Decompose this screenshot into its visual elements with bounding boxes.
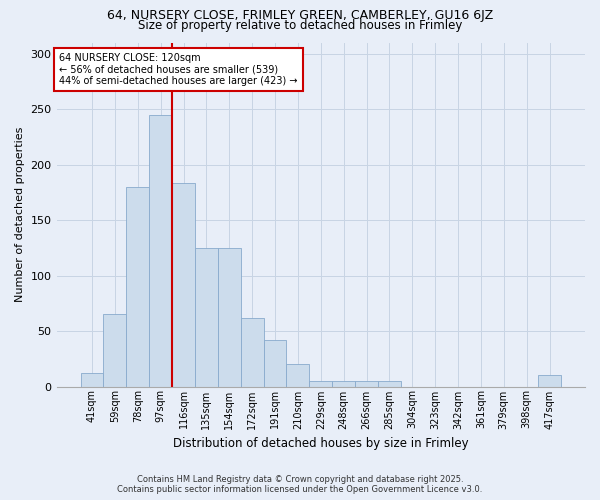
Bar — [80, 373, 103, 386]
Text: 64, NURSERY CLOSE, FRIMLEY GREEN, CAMBERLEY, GU16 6JZ: 64, NURSERY CLOSE, FRIMLEY GREEN, CAMBER… — [107, 8, 493, 22]
Bar — [538, 376, 561, 386]
Bar — [149, 114, 172, 386]
Bar — [103, 314, 127, 386]
Bar — [241, 318, 263, 386]
Bar — [218, 248, 241, 386]
Text: 64 NURSERY CLOSE: 120sqm
← 56% of detached houses are smaller (539)
44% of semi-: 64 NURSERY CLOSE: 120sqm ← 56% of detach… — [59, 53, 298, 86]
Bar — [355, 381, 378, 386]
Text: Contains HM Land Registry data © Crown copyright and database right 2025.
Contai: Contains HM Land Registry data © Crown c… — [118, 474, 482, 494]
Text: Size of property relative to detached houses in Frimley: Size of property relative to detached ho… — [138, 19, 462, 32]
Bar — [332, 381, 355, 386]
Bar — [286, 364, 310, 386]
X-axis label: Distribution of detached houses by size in Frimley: Distribution of detached houses by size … — [173, 437, 469, 450]
Bar — [195, 248, 218, 386]
Bar — [172, 184, 195, 386]
Bar — [263, 340, 286, 386]
Bar — [127, 187, 149, 386]
Bar — [310, 381, 332, 386]
Y-axis label: Number of detached properties: Number of detached properties — [15, 127, 25, 302]
Bar — [378, 381, 401, 386]
